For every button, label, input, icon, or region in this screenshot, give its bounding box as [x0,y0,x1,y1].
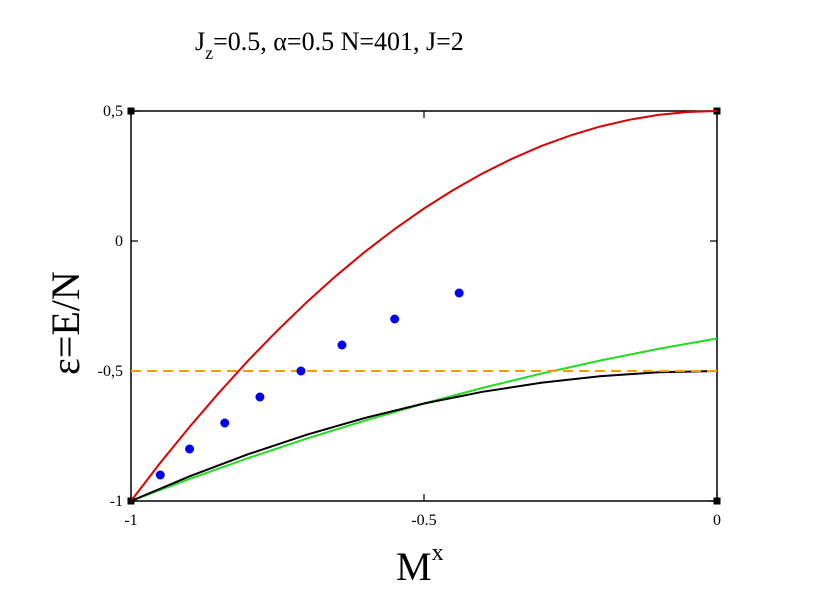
y-tick-label: 0 [115,233,123,250]
title-part-eq: =0.5, [213,27,273,56]
title-part-j: J [195,27,205,56]
y-tick-label: 0,5 [103,103,123,120]
x-axis-label: Mx [396,540,444,589]
title-part-rest: =0.5 N=401, J=2 [287,27,464,56]
data-point [255,392,265,402]
chart-title: Jz=0.5, α=0.5 N=401, J=2 [195,27,464,63]
series-layer [130,110,718,502]
title-sub-z: z [205,43,213,63]
corner-marker [127,107,135,115]
series-line-2 [130,370,718,502]
y-axis-label: ε=E/N [43,271,88,375]
corner-marker [713,497,721,505]
data-point [155,470,165,480]
data-point [454,288,464,298]
series-line-0 [130,110,718,502]
data-point [390,314,400,324]
x-axis-label-main: M [396,544,432,589]
y-tick-label: -0,5 [98,363,123,380]
plot-frame [130,110,718,502]
title-part-alpha: α [273,27,287,56]
data-point [185,444,195,454]
y-tick-label: -1 [110,493,123,510]
data-point [337,340,347,350]
data-point [296,366,306,376]
x-tick-label: -0.5 [411,512,436,529]
x-axis-label-sup: x [432,540,444,566]
x-tick-label: -1 [124,512,137,529]
series-line-1 [130,337,718,502]
data-point [220,418,230,428]
x-tick-label: 0 [713,512,721,529]
ticks-layer: -1 -0.5 0 -1 -0,5 0 0,5 [98,103,721,529]
